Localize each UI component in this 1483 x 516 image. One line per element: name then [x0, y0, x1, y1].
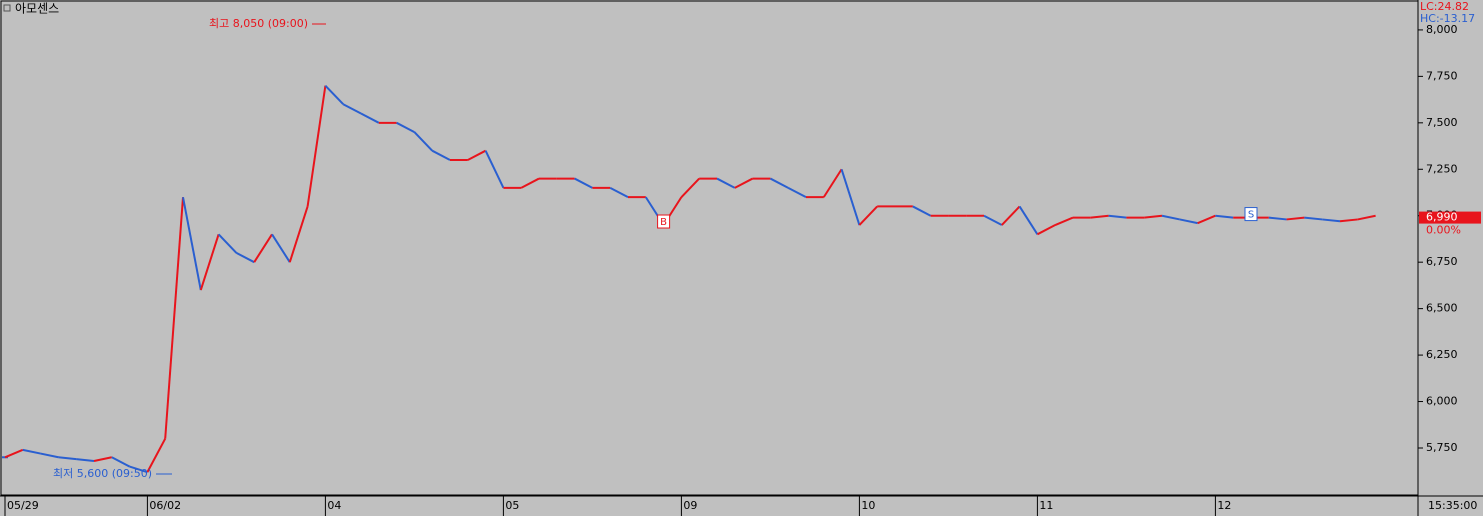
- price-segment: [1286, 216, 1305, 221]
- price-segment: [1197, 214, 1216, 225]
- price-segment: [840, 168, 861, 226]
- signal-box: [657, 214, 671, 229]
- price-segment: [58, 456, 77, 461]
- price-segment: [1179, 218, 1198, 225]
- price-segment: [1268, 216, 1287, 221]
- price-segment: [716, 177, 736, 189]
- y-tick-label: 7,250: [1426, 162, 1458, 175]
- price-segment: [1357, 214, 1376, 221]
- price-segment: [76, 458, 95, 462]
- x-tick-label: 12: [1217, 499, 1231, 512]
- price-segment: [253, 233, 273, 263]
- price-segment: [4, 448, 24, 459]
- change-label: 0.00%: [1426, 224, 1461, 237]
- price-segment: [1304, 216, 1323, 221]
- price-segment: [288, 206, 309, 263]
- price-segment: [1322, 218, 1341, 223]
- high-note: 최고 8,050 (09:00): [209, 17, 308, 30]
- y-tick-label: 5,750: [1426, 441, 1458, 454]
- price-segment: [111, 456, 131, 468]
- price-segment: [22, 448, 41, 455]
- signal-box: [1244, 207, 1258, 222]
- price-segment: [467, 149, 487, 161]
- icon: [3, 4, 11, 12]
- price-segment: [217, 233, 238, 254]
- price-segment: [912, 205, 932, 217]
- price-segment: [146, 438, 167, 473]
- price-segment: [983, 214, 1003, 226]
- x-tick-label: 09: [683, 499, 697, 512]
- x-tick-label: 10: [861, 499, 875, 512]
- price-segment: [1090, 214, 1109, 219]
- y-tick-label: 6,750: [1426, 255, 1458, 268]
- price-segment: [182, 196, 202, 291]
- chart-title: 아모센스: [15, 2, 59, 16]
- signal-label: S: [1248, 210, 1254, 221]
- price-segment: [342, 103, 362, 115]
- price-segment: [1161, 214, 1181, 221]
- price-segment: [520, 177, 540, 189]
- low-note: 최저 5,600 (09:50): [53, 467, 152, 480]
- price-segment: [413, 131, 433, 152]
- x-tick-label: 11: [1039, 499, 1053, 512]
- y-tick-label: 7,500: [1426, 116, 1458, 129]
- price-segment: [787, 186, 807, 199]
- price-segment: [164, 197, 184, 439]
- time-label: 15:35:00: [1428, 499, 1477, 512]
- x-tick-label: 05/29: [7, 499, 39, 512]
- x-tick-label: 05: [505, 499, 519, 512]
- price-segment: [93, 456, 113, 462]
- price-segment: [199, 234, 220, 291]
- y-tick-label: 6,500: [1426, 302, 1458, 315]
- price-segment: [129, 465, 148, 474]
- y-tick-label: 6,000: [1426, 395, 1458, 408]
- price-segment: [734, 177, 754, 189]
- price-segment: [822, 168, 843, 198]
- price-segment: [431, 149, 451, 161]
- price-segment: [574, 177, 593, 189]
- price-segment: [1054, 216, 1074, 226]
- price-segment: [324, 84, 344, 105]
- price-segment: [1036, 224, 1056, 236]
- y-tick-label: 6,250: [1426, 348, 1458, 361]
- price-segment: [609, 186, 629, 199]
- lc-label: LC:24.82: [1420, 0, 1469, 13]
- price-segment: [396, 121, 415, 133]
- price-segment: [40, 452, 59, 459]
- hc-label: HC:-13.17: [1420, 12, 1475, 25]
- price-segment: [680, 177, 700, 198]
- price-segment: [858, 205, 878, 226]
- y-tick-label: 7,750: [1426, 69, 1458, 82]
- x-tick-label: 04: [327, 499, 341, 512]
- price-segment: [769, 177, 789, 189]
- price-segment: [271, 233, 291, 263]
- price-tag-label: 6,990: [1426, 211, 1458, 224]
- price-segment: [1144, 214, 1163, 219]
- price-segment: [1108, 214, 1127, 219]
- price-segment: [235, 252, 255, 264]
- price-tag: [1419, 211, 1481, 224]
- signal-label: B: [660, 217, 667, 228]
- x-tick-label: 06/02: [149, 499, 181, 512]
- price-segment: [1018, 205, 1039, 235]
- price-segment: [1001, 205, 1021, 226]
- price-segment: [1215, 214, 1234, 219]
- y-tick-label: 8,000: [1426, 23, 1458, 36]
- price-segment: [306, 85, 327, 207]
- price-segment: [1339, 218, 1358, 223]
- price-segment: [484, 150, 505, 189]
- price-segment: [360, 112, 380, 124]
